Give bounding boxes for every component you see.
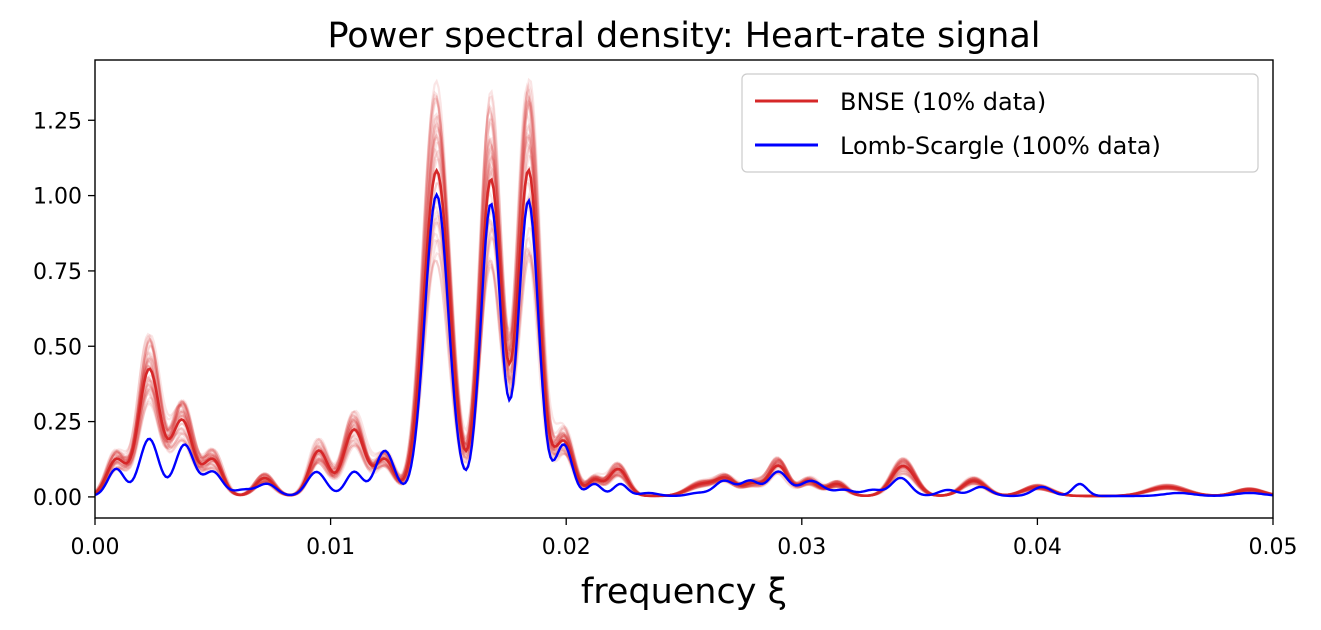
legend-frame xyxy=(741,73,1259,173)
legend-label-lomb-scargle: Lomb-Scargle (100% data) xyxy=(840,132,1161,160)
bnse-sample-line xyxy=(94,227,1274,498)
bnse-sample-line xyxy=(94,135,1274,498)
legend: BNSE (10% data) Lomb-Scargle (100% data) xyxy=(741,73,1259,173)
bnse-sample-line xyxy=(94,236,1274,498)
bnse-sample-line xyxy=(94,131,1274,498)
bnse-sample-line xyxy=(94,165,1274,498)
y-tick-label: 1.00 xyxy=(33,185,82,210)
x-tick-label: 0.04 xyxy=(1013,535,1062,560)
y-tick-label: 0.50 xyxy=(33,335,82,360)
y-tick-label: 0.00 xyxy=(33,486,82,511)
bnse-sample-line xyxy=(94,122,1274,498)
bnse-sample-line xyxy=(94,158,1274,498)
bnse-sample-line xyxy=(94,195,1274,498)
y-axis: 0.00 0.25 0.50 0.75 1.00 1.25 xyxy=(33,109,95,511)
bnse-sample-line xyxy=(94,189,1274,498)
x-axis: 0.00 0.01 0.02 0.03 0.04 0.05 xyxy=(71,518,1298,560)
chart-title: Power spectral density: Heart-rate signa… xyxy=(327,16,1040,56)
bnse-sample-line xyxy=(94,176,1274,498)
bnse-sample-line xyxy=(94,125,1274,498)
series-lines xyxy=(94,167,1274,498)
y-tick-label: 1.25 xyxy=(33,109,82,134)
bnse-sample-line xyxy=(94,122,1274,498)
bnse-sample-line xyxy=(94,192,1274,498)
y-tick-label: 0.25 xyxy=(33,411,82,436)
legend-label-bnse: BNSE (10% data) xyxy=(840,88,1046,116)
x-tick-label: 0.00 xyxy=(71,535,120,560)
plot-frame xyxy=(94,59,1274,519)
x-tick-label: 0.05 xyxy=(1249,535,1298,560)
x-tick-label: 0.02 xyxy=(542,535,591,560)
bnse-sample-line xyxy=(94,139,1274,498)
lomb-scargle-line xyxy=(94,191,1274,498)
bnse-sample-line xyxy=(94,114,1274,498)
bnse-sample-line xyxy=(94,124,1274,498)
bnse-sample-line xyxy=(94,201,1274,498)
bnse-mean-line xyxy=(94,167,1274,498)
x-tick-label: 0.01 xyxy=(306,535,355,560)
bnse-sample-line xyxy=(94,118,1274,498)
x-axis-label: frequency ξ xyxy=(581,572,787,612)
bnse-sample-line xyxy=(94,141,1274,498)
bnse-sample-line xyxy=(94,143,1274,498)
x-tick-label: 0.03 xyxy=(777,535,826,560)
y-tick-label: 0.75 xyxy=(33,260,82,285)
